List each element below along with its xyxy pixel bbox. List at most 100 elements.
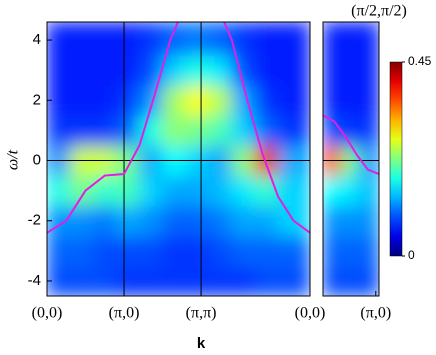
heatmap-cell xyxy=(69,235,94,267)
heatmap-cell xyxy=(47,114,71,146)
heatmap-cell xyxy=(162,22,187,56)
heatmap-cell xyxy=(92,235,117,267)
heatmap-cell xyxy=(115,265,140,296)
heatmap-cell xyxy=(208,114,233,146)
heatmap-cell xyxy=(162,265,187,296)
heatmap-cell xyxy=(115,84,140,116)
heatmap-cell xyxy=(185,54,210,86)
heatmap-cell xyxy=(231,114,256,146)
plot-area xyxy=(47,22,310,296)
x-tick-label: (π,0) xyxy=(360,305,391,322)
heatmap-cell xyxy=(323,265,343,296)
heatmap-cell xyxy=(47,265,71,296)
heatmap-cell xyxy=(208,205,233,237)
heatmap-cell xyxy=(359,235,379,267)
heatmap-cell xyxy=(69,175,94,207)
heatmap-cell xyxy=(323,235,343,267)
heatmap-cell xyxy=(208,265,233,296)
dispersion-line xyxy=(323,114,379,175)
heatmap-cell xyxy=(92,114,117,146)
heatmap-cell xyxy=(92,22,117,56)
heatmap-cell xyxy=(277,114,310,146)
heatmap-cell xyxy=(185,265,210,296)
heatmap-cell xyxy=(138,22,164,56)
heatmap-cell xyxy=(231,205,256,237)
heatmap-cell xyxy=(231,175,256,207)
heatmap-cell xyxy=(185,205,210,237)
heatmap-cell xyxy=(208,54,233,86)
heatmap-cell xyxy=(341,84,361,116)
heatmap-cell xyxy=(69,84,94,116)
colorbar-label: 0 xyxy=(408,248,415,262)
heatmap-cell xyxy=(138,235,164,267)
heatmap-cell xyxy=(69,54,94,86)
heatmap-cell xyxy=(277,84,310,116)
plot-frame xyxy=(46,21,311,297)
heatmap-cell xyxy=(359,84,379,116)
heatmap-cell xyxy=(277,175,310,207)
heatmap-cell xyxy=(92,84,117,116)
heatmap-cell xyxy=(92,265,117,296)
heatmap-cell xyxy=(92,54,117,86)
plot-area xyxy=(323,22,379,296)
y-tick-label: 2 xyxy=(33,91,41,108)
heatmap-cell xyxy=(341,54,361,86)
heatmap-cell xyxy=(162,235,187,267)
heatmap-cell xyxy=(231,265,256,296)
heatmap-cell xyxy=(359,114,379,146)
heatmap-cell xyxy=(341,265,361,296)
heatmap-cell xyxy=(92,205,117,237)
y-tick-label: 4 xyxy=(33,31,41,48)
heatmap xyxy=(47,22,310,296)
heatmap-cell xyxy=(277,54,310,86)
heatmap-cell xyxy=(47,84,71,116)
heatmap-cell xyxy=(231,54,256,86)
heatmap-cell xyxy=(69,265,94,296)
heatmap-cell xyxy=(185,175,210,207)
heatmap-cell xyxy=(323,84,343,116)
x-tick-label: (0,0) xyxy=(32,305,63,322)
heatmap-cell xyxy=(162,54,187,86)
heatmap-cell xyxy=(208,235,233,267)
heatmap-cell xyxy=(254,22,279,56)
heatmap-cell xyxy=(162,175,187,207)
heatmap-cell xyxy=(277,22,310,56)
heatmap-cell xyxy=(359,22,379,56)
heatmap-cell xyxy=(138,205,164,237)
heatmap-cell xyxy=(115,205,140,237)
heatmap-cell xyxy=(254,84,279,116)
heatmap-cell xyxy=(277,235,310,267)
heatmap-cell xyxy=(115,114,140,146)
heatmap-cell xyxy=(254,175,279,207)
heatmap-cell xyxy=(277,265,310,296)
heatmap-cell xyxy=(162,205,187,237)
heatmap-cell xyxy=(185,22,210,56)
heatmap-cell xyxy=(47,235,71,267)
x-tick-label: (π,π) xyxy=(186,305,217,322)
heatmap-cell xyxy=(69,22,94,56)
heatmap-cell xyxy=(323,175,343,207)
x-tick-label: (π,0) xyxy=(109,305,140,322)
heatmap-cell xyxy=(254,265,279,296)
heatmap-cell xyxy=(162,84,187,116)
heatmap-cell xyxy=(47,175,71,207)
heatmap-cell xyxy=(185,235,210,267)
heatmap-cell xyxy=(138,175,164,207)
heatmap-cell xyxy=(323,114,343,146)
heatmap-cell xyxy=(115,235,140,267)
colorbar-label: 0.45 xyxy=(408,54,432,68)
plot-frame xyxy=(322,21,380,297)
panel-title: (π/2,π/2) xyxy=(351,3,407,20)
heatmap-cell xyxy=(323,54,343,86)
dispersion-line xyxy=(47,22,310,234)
x-tick-label: (0,0) xyxy=(295,305,326,322)
x-axis-label: k xyxy=(197,335,206,352)
y-tick-label: -2 xyxy=(28,212,41,229)
heatmap-cell xyxy=(323,205,343,237)
heatmap-cell xyxy=(115,54,140,86)
heatmap xyxy=(323,22,379,296)
heatmap-cell xyxy=(323,22,343,56)
heatmap-cell xyxy=(341,114,361,146)
heatmap-cell xyxy=(359,54,379,86)
